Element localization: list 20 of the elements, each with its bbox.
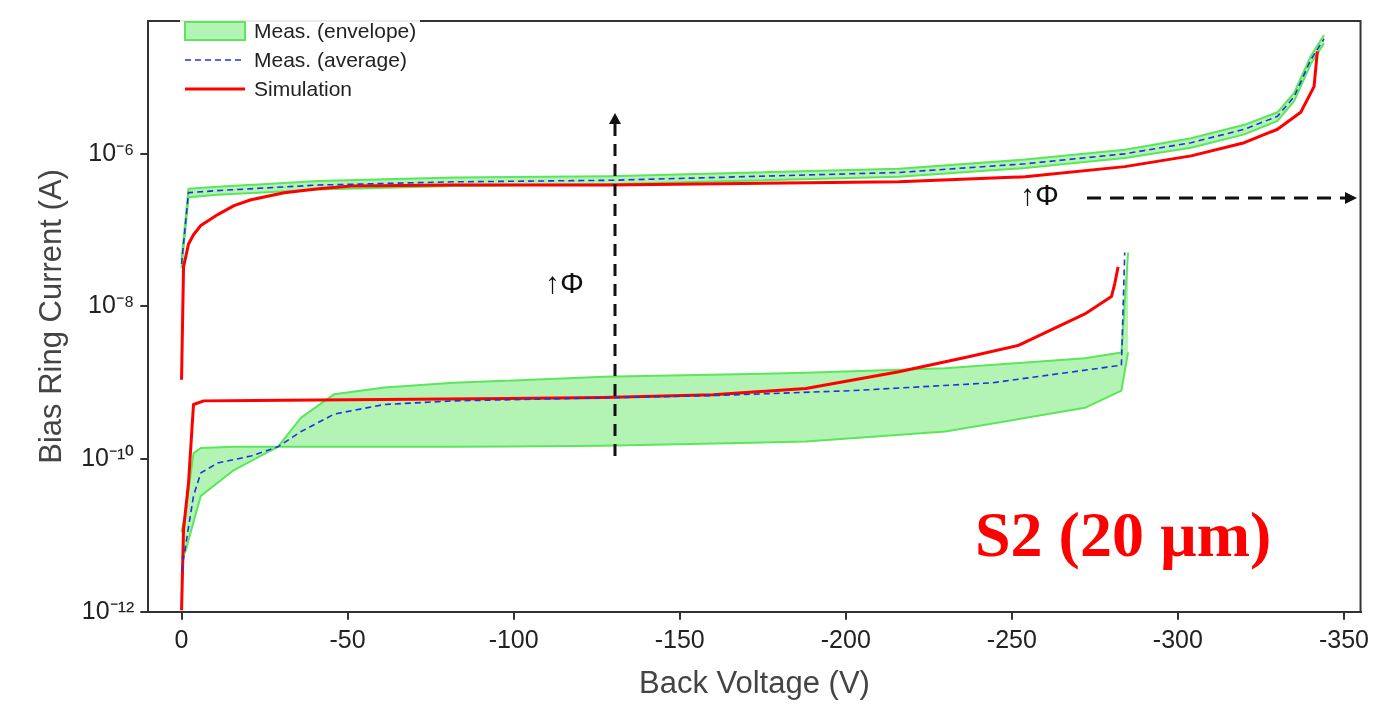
legend-label: Meas. (average) [254,47,407,72]
y-tick-label: 10⁻¹² [81,595,135,624]
x-tick-label: -250 [986,624,1037,653]
annotation: ↑Φ [1020,178,1059,212]
x-tick-label: -300 [1152,624,1203,653]
y-tick-label: 10⁻⁶ [88,137,135,166]
y-axis-title: Bias Ring Current (A) [33,169,69,464]
y-tick-label: 10⁻¹⁰ [81,443,135,472]
annotation: S2 (20 µm) [975,498,1272,572]
x-tick-label: 0 [174,624,189,653]
legend-label: Simulation [254,76,353,101]
x-tick-label: -200 [820,624,871,653]
x-tick-label: -100 [488,624,539,653]
annotation: ↑Φ [545,266,584,300]
x-tick-label: -350 [1318,624,1369,653]
x-tick-label: -50 [329,624,366,653]
x-axis-title: Back Voltage (V) [638,664,870,700]
y-tick-label: 10⁻⁸ [87,290,135,319]
legend-label: Meas. (envelope) [254,18,417,43]
x-tick-label: -150 [654,624,705,653]
